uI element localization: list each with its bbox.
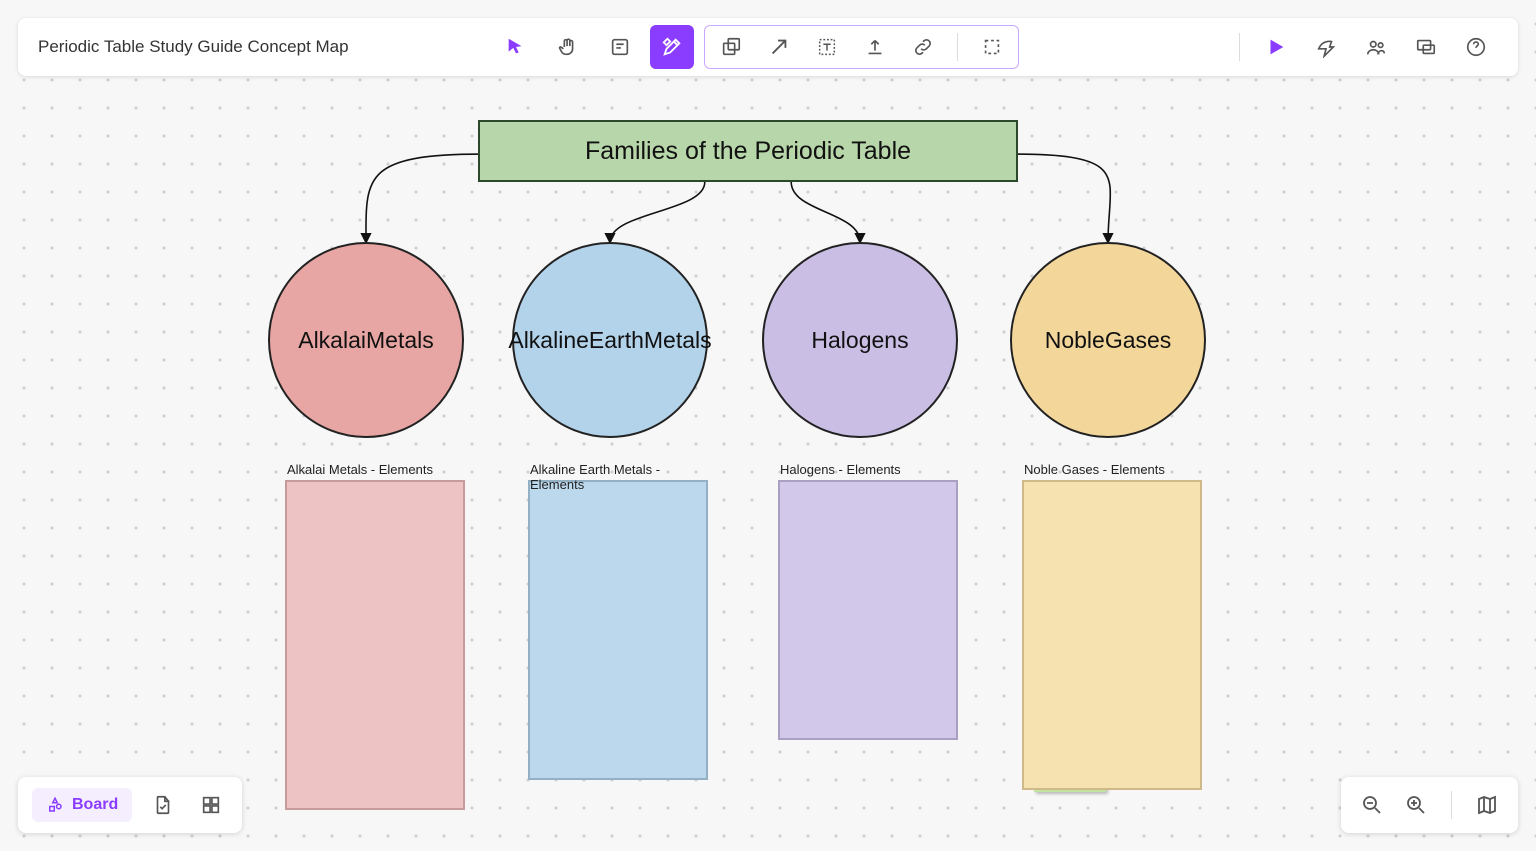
bottom-left-panel: Board bbox=[18, 777, 242, 833]
root-node[interactable]: Families of the Periodic Table bbox=[478, 120, 1018, 182]
divider bbox=[1239, 33, 1240, 61]
shape-tool[interactable] bbox=[709, 25, 753, 69]
comments-button[interactable] bbox=[1404, 25, 1448, 69]
arrow-tool[interactable] bbox=[757, 25, 801, 69]
center-tool-group bbox=[494, 25, 1019, 69]
tools-tool[interactable] bbox=[650, 25, 694, 69]
collaborators-button[interactable] bbox=[1354, 25, 1398, 69]
bottom-right-panel bbox=[1341, 777, 1518, 833]
family-circle[interactable]: Halogens bbox=[762, 242, 958, 438]
link-tool[interactable] bbox=[901, 25, 945, 69]
family-circle[interactable]: NobleGases bbox=[1010, 242, 1206, 438]
divider bbox=[957, 33, 958, 61]
select-tool[interactable] bbox=[494, 25, 538, 69]
elements-frame[interactable]: Alkalai Metals - Elements bbox=[285, 480, 465, 810]
frame-title: Alkalai Metals - Elements bbox=[287, 462, 433, 477]
board-chip-label: Board bbox=[72, 796, 118, 814]
frame-title: Noble Gases - Elements bbox=[1024, 462, 1165, 477]
family-circle[interactable]: AlkalineEarthMetals bbox=[512, 242, 708, 438]
marquee-tool[interactable] bbox=[970, 25, 1014, 69]
zoom-in-button[interactable] bbox=[1399, 788, 1433, 822]
help-button[interactable] bbox=[1454, 25, 1498, 69]
hand-tool[interactable] bbox=[546, 25, 590, 69]
minimap-button[interactable] bbox=[1470, 788, 1504, 822]
grid-button[interactable] bbox=[194, 788, 228, 822]
text-tool[interactable] bbox=[805, 25, 849, 69]
upload-tool[interactable] bbox=[853, 25, 897, 69]
note-tool[interactable] bbox=[598, 25, 642, 69]
share-button[interactable] bbox=[1304, 25, 1348, 69]
shape-sub-toolbar bbox=[704, 25, 1019, 69]
board-chip[interactable]: Board bbox=[32, 788, 132, 822]
divider bbox=[1451, 791, 1452, 819]
present-button[interactable] bbox=[1254, 25, 1298, 69]
right-tool-group bbox=[1231, 25, 1498, 69]
top-toolbar: Periodic Table Study Guide Concept Map bbox=[18, 18, 1518, 76]
page-check-button[interactable] bbox=[146, 788, 180, 822]
elements-frame[interactable]: Alkaline Earth Metals - Elements bbox=[528, 480, 708, 780]
elements-frame[interactable]: Halogens - Elements bbox=[778, 480, 958, 740]
family-circle[interactable]: AlkalaiMetals bbox=[268, 242, 464, 438]
frame-title: Halogens - Elements bbox=[780, 462, 901, 477]
elements-frame[interactable]: Noble Gases - Elements bbox=[1022, 480, 1202, 790]
document-title[interactable]: Periodic Table Study Guide Concept Map bbox=[38, 37, 349, 57]
zoom-out-button[interactable] bbox=[1355, 788, 1389, 822]
frame-title: Alkaline Earth Metals - Elements bbox=[530, 462, 706, 492]
